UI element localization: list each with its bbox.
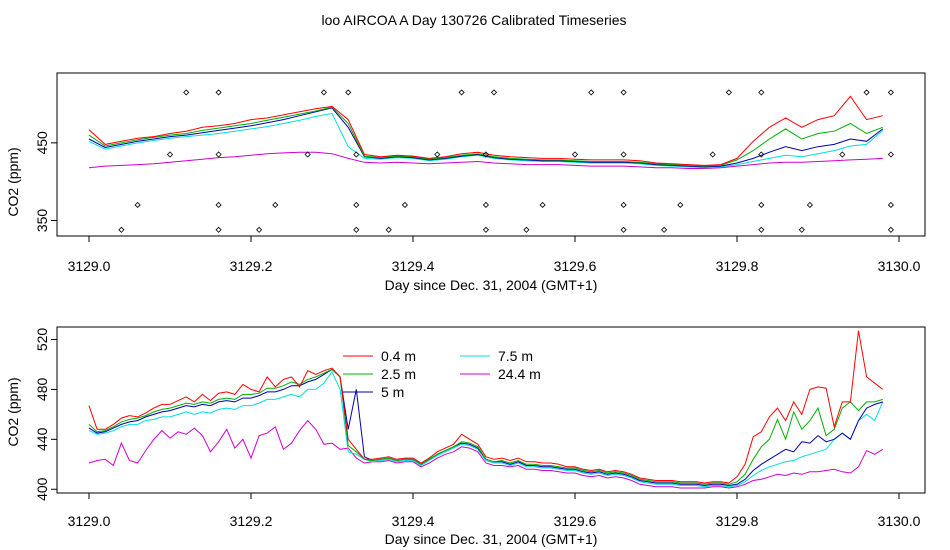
flag-point-marker bbox=[304, 151, 311, 158]
flag-point-marker bbox=[709, 151, 716, 158]
y-tick-label: 350 bbox=[34, 209, 50, 233]
bottom-panel-chart: CO2 (ppm) Day since Dec. 31, 2004 (GMT+1… bbox=[5, 326, 926, 547]
flag-point-marker bbox=[353, 201, 360, 209]
figure-title: loo AIRCOA A Day 130726 Calibrated Times… bbox=[321, 12, 626, 28]
flag-point-marker bbox=[806, 201, 813, 209]
bottom-panel-xlabel: Day since Dec. 31, 2004 (GMT+1) bbox=[385, 531, 598, 547]
x-tick-label: 3129.8 bbox=[716, 513, 759, 529]
flag-point-marker bbox=[758, 201, 765, 209]
flag-point-marker bbox=[482, 151, 489, 158]
flag-point-marker bbox=[272, 201, 279, 209]
flag-point-marker bbox=[887, 226, 894, 233]
series-line-24-4-m bbox=[88, 419, 884, 489]
flag-point-marker bbox=[863, 89, 870, 96]
flag-point-marker bbox=[571, 151, 579, 158]
legend-label: 5 m bbox=[381, 384, 404, 400]
flag-point-marker bbox=[539, 201, 546, 209]
legend-label: 0.4 m bbox=[381, 348, 416, 364]
flag-point-marker bbox=[320, 89, 327, 96]
top-panel-xlabel: Day since Dec. 31, 2004 (GMT+1) bbox=[385, 277, 598, 293]
x-tick-label: 3129.8 bbox=[716, 258, 759, 274]
flag-point-marker bbox=[482, 201, 489, 209]
flag-point-marker bbox=[401, 201, 408, 209]
x-tick-label: 3129.2 bbox=[230, 513, 273, 529]
flag-point-marker bbox=[620, 151, 627, 158]
x-tick-label: 3129.4 bbox=[392, 258, 435, 274]
series-line-2-5-m bbox=[88, 368, 883, 485]
series-line-24-4-m bbox=[88, 151, 883, 169]
flag-point-marker bbox=[353, 226, 360, 233]
bottom-panel-ylabel: CO2 (ppm) bbox=[5, 377, 21, 446]
flag-point-marker bbox=[183, 89, 190, 96]
flag-point-marker bbox=[118, 226, 125, 233]
legend-label: 2.5 m bbox=[381, 366, 416, 382]
flag-point-marker bbox=[887, 89, 894, 96]
flag-point-marker bbox=[434, 151, 441, 158]
top-panel-chart: CO2 (ppm) Day since Dec. 31, 2004 (GMT+1… bbox=[5, 72, 926, 293]
flag-point-marker bbox=[215, 226, 222, 233]
flag-point-marker bbox=[256, 226, 263, 233]
y-tick-label: 480 bbox=[34, 378, 50, 402]
x-tick-label: 3129.2 bbox=[230, 258, 273, 274]
flag-point-marker bbox=[215, 151, 222, 158]
series-line-0-4-m bbox=[88, 95, 883, 166]
series-line-7-5-m bbox=[88, 370, 884, 488]
flag-point-marker bbox=[166, 151, 174, 158]
legend-label: 24.4 m bbox=[498, 366, 541, 382]
series-line-5-m bbox=[88, 107, 884, 168]
flag-point-marker bbox=[482, 226, 489, 233]
flag-point-marker bbox=[798, 226, 805, 233]
flag-point-marker bbox=[887, 201, 894, 209]
flag-point-marker bbox=[588, 89, 595, 96]
series-line-7-5-m bbox=[88, 112, 884, 169]
x-tick-label: 3129.0 bbox=[68, 258, 111, 274]
x-tick-label: 3130.0 bbox=[878, 513, 921, 529]
y-tick-label: 400 bbox=[34, 477, 50, 501]
y-tick-label: 520 bbox=[34, 328, 50, 352]
flag-point-marker bbox=[353, 151, 360, 158]
flag-point-marker bbox=[134, 201, 141, 209]
flag-point-marker bbox=[385, 226, 392, 233]
legend-label: 7.5 m bbox=[498, 348, 533, 364]
y-tick-label: 450 bbox=[34, 131, 50, 155]
flag-point-marker bbox=[758, 89, 765, 96]
x-tick-label: 3129.6 bbox=[554, 258, 597, 274]
flag-point-marker bbox=[758, 226, 765, 233]
flag-point-marker bbox=[677, 201, 684, 209]
flag-point-marker bbox=[725, 89, 732, 96]
plot-frame bbox=[56, 326, 926, 494]
x-tick-label: 3129.6 bbox=[554, 513, 597, 529]
flag-point-marker bbox=[620, 201, 627, 209]
flag-point-marker bbox=[887, 151, 894, 158]
flag-point-marker bbox=[620, 226, 627, 233]
flag-point-marker bbox=[490, 89, 498, 96]
flag-point-marker bbox=[523, 226, 530, 233]
flag-point-marker bbox=[215, 89, 222, 96]
flag-point-marker bbox=[839, 151, 846, 158]
top-panel-ylabel: CO2 (ppm) bbox=[5, 147, 21, 216]
x-tick-label: 3129.0 bbox=[68, 513, 111, 529]
x-tick-label: 3130.0 bbox=[878, 258, 921, 274]
flag-point-marker bbox=[458, 89, 465, 96]
x-tick-label: 3129.4 bbox=[392, 513, 435, 529]
y-tick-label: 440 bbox=[34, 427, 50, 451]
flag-point-marker bbox=[215, 201, 222, 209]
flag-point-marker bbox=[661, 226, 668, 233]
flag-point-marker bbox=[620, 89, 627, 96]
flag-point-marker bbox=[345, 89, 352, 96]
plot-frame bbox=[56, 72, 926, 237]
series-line-0-4-m bbox=[88, 330, 884, 484]
series-line-2-5-m bbox=[88, 106, 883, 167]
flag-point-marker bbox=[758, 151, 765, 158]
